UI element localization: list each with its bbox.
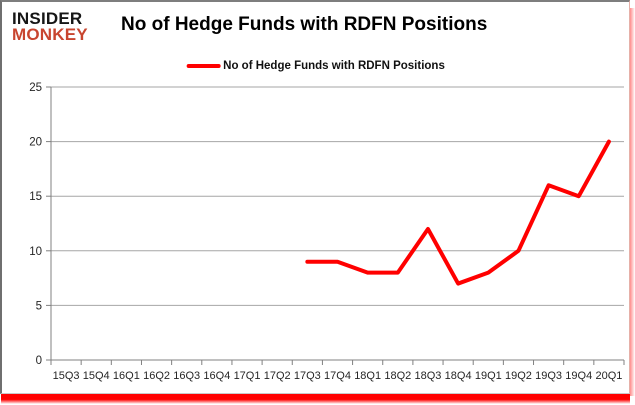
svg-text:17Q3: 17Q3 [294, 370, 321, 382]
svg-text:16Q4: 16Q4 [203, 370, 230, 382]
svg-text:10: 10 [29, 246, 42, 258]
svg-text:20Q1: 20Q1 [595, 370, 622, 382]
svg-text:16Q3: 16Q3 [173, 370, 200, 382]
legend-label: No of Hedge Funds with RDFN Positions [223, 60, 445, 72]
red-right-border [630, 8, 635, 396]
logo-line-monkey: MONKEY [12, 25, 88, 44]
svg-text:17Q2: 17Q2 [264, 370, 291, 382]
svg-text:16Q1: 16Q1 [113, 370, 140, 382]
svg-text:15Q3: 15Q3 [53, 370, 80, 382]
svg-text:16Q2: 16Q2 [143, 370, 170, 382]
svg-text:20: 20 [29, 137, 42, 149]
svg-text:17Q4: 17Q4 [324, 370, 351, 382]
svg-text:19Q2: 19Q2 [505, 370, 532, 382]
svg-text:19Q3: 19Q3 [535, 370, 562, 382]
insider-monkey-logo: INSIDER MONKEY [12, 9, 88, 44]
legend-line-swatch-icon [186, 64, 221, 68]
svg-text:5: 5 [36, 300, 42, 312]
svg-text:19Q4: 19Q4 [565, 370, 592, 382]
svg-text:15Q4: 15Q4 [83, 370, 110, 382]
svg-text:19Q1: 19Q1 [475, 370, 502, 382]
svg-text:15: 15 [29, 191, 42, 203]
svg-text:18Q2: 18Q2 [384, 370, 411, 382]
logo-line-insider: INSIDER [12, 9, 83, 28]
svg-text:18Q3: 18Q3 [415, 370, 442, 382]
chart-title: No of Hedge Funds with RDFN Positions [121, 14, 488, 35]
svg-text:25: 25 [29, 82, 42, 94]
red-bottom-border [1, 394, 630, 404]
svg-text:0: 0 [36, 355, 42, 367]
svg-text:17Q1: 17Q1 [234, 370, 261, 382]
chart-card: INSIDER MONKEY No of Hedge Funds with RD… [0, 0, 630, 394]
svg-text:18Q4: 18Q4 [445, 370, 472, 382]
legend: No of Hedge Funds with RDFN Positions [186, 60, 445, 72]
svg-text:18Q1: 18Q1 [354, 370, 381, 382]
